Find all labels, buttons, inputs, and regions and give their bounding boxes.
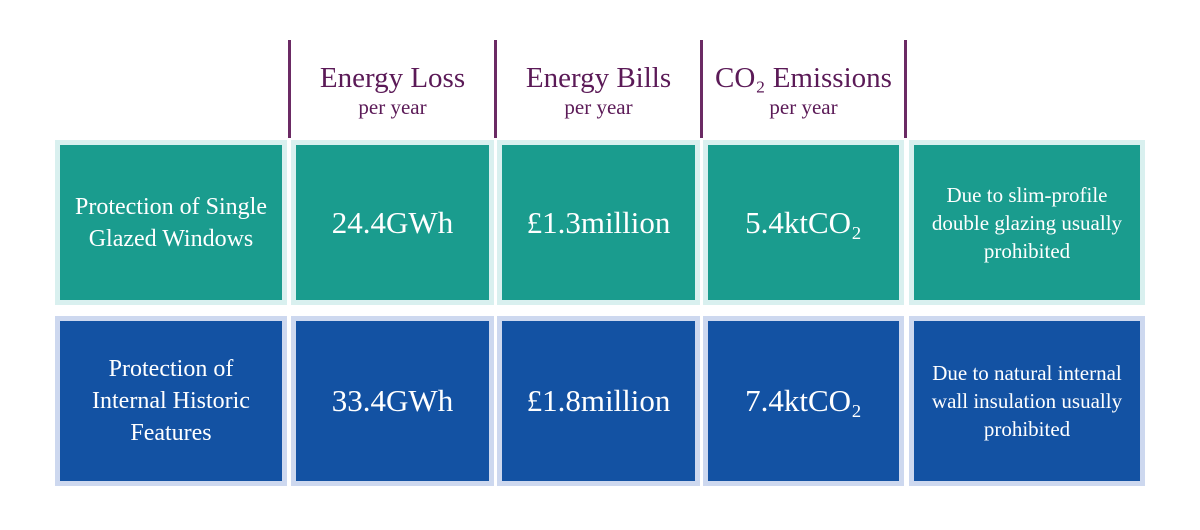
value-cell: 5.4ktCO₂ xyxy=(703,140,904,305)
divider xyxy=(700,40,703,138)
value-cell: £1.3million xyxy=(497,140,700,305)
divider xyxy=(288,40,291,138)
column-title: Energy Loss xyxy=(319,61,466,94)
column-title: Energy Bills xyxy=(525,61,672,94)
column-subtitle: per year xyxy=(564,94,633,119)
column-header: CO₂ Emissions per year xyxy=(703,42,904,137)
column-header: Energy Loss per year xyxy=(291,42,494,137)
row-label: Protection of Internal Historic Features xyxy=(55,316,287,486)
column-subtitle: per year xyxy=(358,94,427,119)
divider xyxy=(494,40,497,138)
column-title: CO₂ Emissions xyxy=(715,61,892,94)
column-subtitle: per year xyxy=(769,94,838,119)
row-note: Due to slim-profile double glazing usual… xyxy=(909,140,1145,305)
row-label: Protection of Single Glazed Windows xyxy=(55,140,287,305)
value-cell: £1.8million xyxy=(497,316,700,486)
row-note: Due to natural internal wall insulation … xyxy=(909,316,1145,486)
divider xyxy=(904,40,907,138)
column-header: Energy Bills per year xyxy=(497,42,700,137)
value-cell: 7.4ktCO₂ xyxy=(703,316,904,486)
value-cell: 33.4GWh xyxy=(291,316,494,486)
value-cell: 24.4GWh xyxy=(291,140,494,305)
